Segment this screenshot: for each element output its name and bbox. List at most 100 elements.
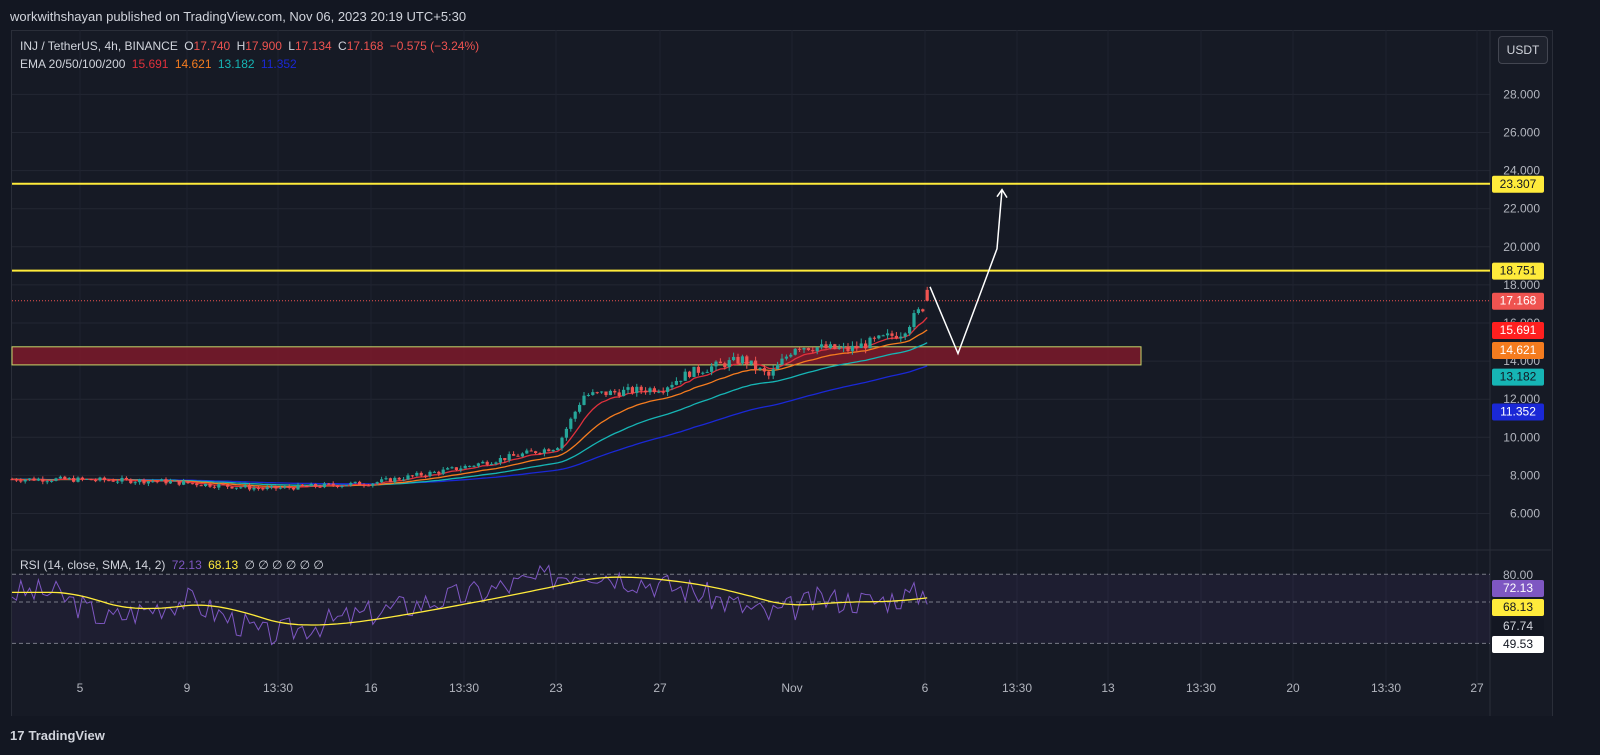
low-value: 17.134 [294,39,332,53]
candle-body [648,388,652,393]
candle-body [547,449,551,452]
candle-body [168,481,172,484]
candle-body [212,486,216,488]
candle-body [366,485,370,487]
candle-body [512,454,516,456]
candle-body [767,371,771,376]
candle-body [736,356,740,364]
time-tick-label: 5 [77,681,84,695]
symbol-legend[interactable]: INJ / TetherUS, 4h, BINANCE O17.740 H17.… [20,39,482,53]
tradingview-logo-icon: 17 [10,728,25,743]
candle-body [32,478,36,481]
candle-body [41,478,45,482]
tradingview-logo[interactable]: 17 TradingView [10,728,105,743]
candle-body [393,477,397,483]
ema-legend[interactable]: EMA 20/50/100/200 15.691 14.621 13.182 1… [20,57,300,71]
candle-body [67,478,71,480]
price-label-bg [1492,292,1544,310]
time-tick-label: 13:30 [1371,681,1401,695]
ema-label: EMA 20/50/100/200 [20,57,126,71]
candle-body [208,483,212,487]
candle-body [296,484,300,490]
horizontal-levels [12,182,1490,302]
candle-body [771,369,775,376]
candle-body [151,481,155,483]
candle-body [274,485,278,489]
candle-body [784,356,788,359]
candle-body [886,333,890,336]
projection-arrowhead [996,188,1008,199]
candle-body [718,361,722,364]
candle-body [388,478,392,483]
candle-body [595,392,599,394]
candle-body [353,481,357,483]
candle-body [124,477,128,480]
candle-body [248,485,252,490]
candle-body [375,482,379,484]
candle-body [116,481,120,483]
candle-body [173,480,177,482]
candle-body [10,479,14,481]
candle-body [556,448,560,450]
candle-body [868,337,872,349]
candles [10,286,929,492]
candle-body [94,480,98,482]
candle-body [217,484,221,488]
candle-body [652,388,656,393]
price-tick-label: 20.000 [1503,240,1540,254]
rsi-label-bg [1492,580,1544,597]
rsi-legend[interactable]: RSI (14, close, SMA, 14, 2) 72.13 68.13 … [20,558,327,572]
candle-body [358,481,362,486]
candle-body [472,465,476,467]
candle-body [336,485,340,487]
candle-body [837,347,841,349]
candle-body [72,478,76,482]
candle-body [459,468,463,470]
candle-body [701,372,705,374]
candle-body [564,428,568,438]
top-bar: workwithshayan published on TradingView.… [0,0,1600,32]
candle-body [846,346,850,352]
price-label: 11.352 [1500,405,1536,419]
candle-body [824,344,828,349]
candle-body [344,485,348,487]
support-zone [11,346,1142,366]
candle-body [177,480,181,485]
candle-body [507,454,511,461]
candle-body [437,471,441,474]
candle-body [428,471,432,477]
rsi-axis-label: 49.53 [1503,637,1533,651]
projection-path [929,189,1003,356]
candle-body [714,361,718,367]
rsi-label: RSI (14, close, SMA, 14, 2) [20,558,166,572]
price-tick-label: 26.000 [1503,126,1540,140]
currency-button[interactable]: USDT [1498,36,1548,64]
candle-body [864,343,868,349]
candle-body [424,475,428,477]
candle-body [899,336,903,339]
candle-body [815,347,819,352]
candle-body [560,437,564,449]
candle-body [120,477,124,482]
candle-body [256,487,260,489]
candle-body [798,348,802,350]
change-value: −0.575 (−3.24%) [389,39,480,53]
candle-body [23,479,27,482]
candle-body [516,455,520,457]
candle-body [877,335,881,339]
candle-body [591,392,595,395]
time-tick-label: Nov [781,681,802,695]
rsi-label-bg [1492,618,1544,635]
price-label: 14.621 [1500,343,1537,357]
candle-body [261,488,265,490]
candle-body [142,479,146,484]
high-label: H [236,39,246,53]
candle-body [204,483,208,486]
candle-body [340,485,344,487]
publisher-info: workwithshayan published on TradingView.… [10,9,467,24]
projection-arrow [929,188,1008,356]
price-tick-label: 18.000 [1503,278,1540,292]
candle-body [371,483,375,486]
candle-body [789,354,793,357]
